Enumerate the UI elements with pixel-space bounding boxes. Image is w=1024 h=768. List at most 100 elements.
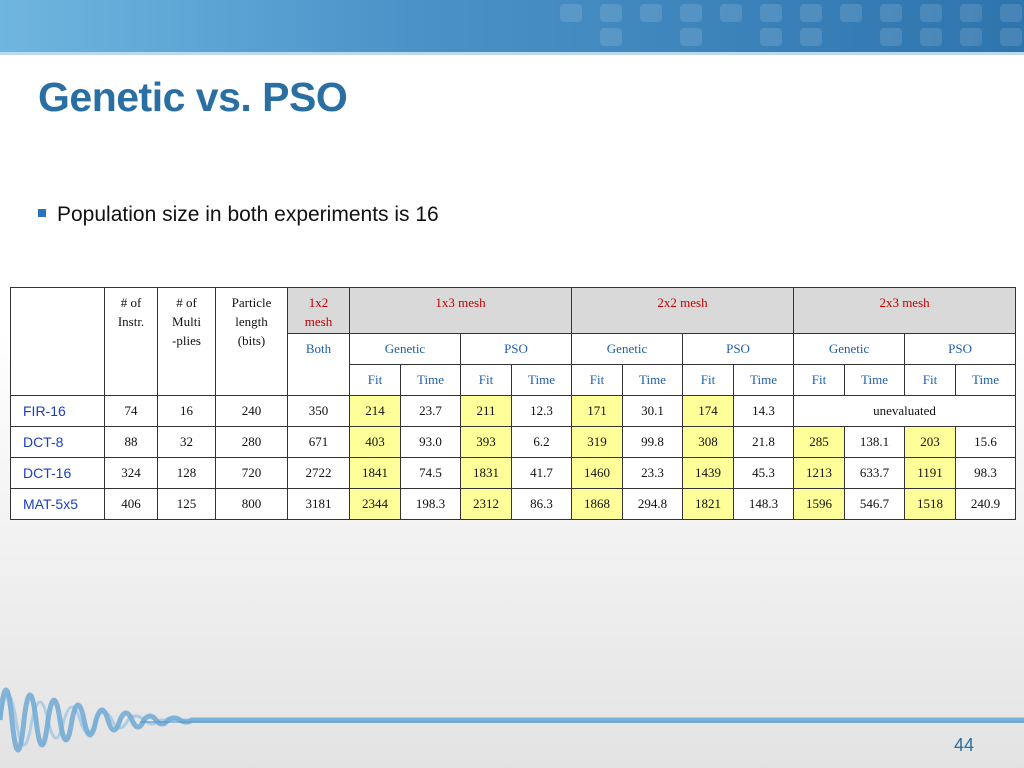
cell-time: 74.5: [400, 457, 461, 489]
header-time: Time: [622, 364, 684, 396]
cell-time: 148.3: [733, 488, 795, 520]
cell-time: 240.9: [955, 488, 1017, 520]
cell-fit: 174: [682, 395, 735, 427]
decorative-wave-graphic: [0, 687, 1024, 753]
cell-fit: 211: [460, 395, 512, 427]
cell-bits: 240: [215, 395, 288, 427]
cell-multiplies: 128: [157, 457, 216, 489]
row-label: DCT-8: [10, 426, 105, 458]
cell-1x2: 3181: [287, 488, 350, 520]
cell-instr: 74: [104, 395, 158, 427]
header-fit: Fit: [571, 364, 624, 396]
cell-fit: 403: [349, 426, 401, 458]
header-time: Time: [510, 364, 573, 396]
cell-fit: 308: [682, 426, 735, 458]
cell-fit: 1191: [904, 457, 957, 489]
header-row-mesh: # of Instr. # of Multi -plies Particle lengt…: [10, 287, 1017, 396]
header-genetic: Genetic: [793, 333, 906, 365]
cell-time: 633.7: [844, 457, 906, 489]
cell-instr: 88: [104, 426, 158, 458]
cell-time: 138.1: [844, 426, 906, 458]
header-fit: Fit: [460, 364, 512, 396]
cell-time: 98.3: [955, 457, 1017, 489]
header-fit: Fit: [793, 364, 846, 396]
cell-time: 30.1: [622, 395, 684, 427]
cell-multiplies: 125: [157, 488, 216, 520]
cell-bits: 800: [215, 488, 288, 520]
header-row-metric: Fit Time Fit Time Fit Time Fit Time Fit …: [11, 364, 1017, 396]
header-time: Time: [400, 364, 461, 396]
header-instr: # of Instr.: [104, 287, 158, 396]
header-genetic: Genetic: [349, 333, 461, 365]
cell-fit: 285: [793, 426, 846, 458]
page-number: 44: [953, 735, 974, 755]
bullet-text: Population size in both experiments is 1…: [57, 203, 439, 226]
cell-time: 14.3: [733, 395, 795, 427]
cell-fit: 1821: [682, 488, 735, 520]
cell-fit: 1831: [460, 457, 512, 489]
cell-bits: 280: [215, 426, 288, 458]
header-fit: Fit: [349, 364, 401, 396]
cell-multiplies: 16: [157, 395, 216, 427]
header-mesh-1x3: 1x3 mesh: [348, 287, 573, 334]
corner-cell: [10, 287, 105, 396]
cell-time: 41.7: [510, 457, 573, 489]
cell-unevaluated: unevaluated: [793, 395, 1017, 427]
cell-1x2: 671: [287, 426, 350, 458]
cell-time: 93.0: [400, 426, 461, 458]
cell-time: 23.3: [622, 457, 684, 489]
header-mesh-2x2: 2x2 mesh: [571, 287, 795, 334]
cell-fit: 1596: [793, 488, 846, 520]
header-pso: PSO: [459, 333, 573, 365]
row-label: FIR-16: [10, 395, 105, 427]
cell-fit: 319: [571, 426, 624, 458]
header-mesh-1x2: 1x2 mesh: [287, 287, 350, 334]
cell-fit: 1460: [571, 457, 624, 489]
cell-fit: 1841: [349, 457, 401, 489]
bullet-item: Population size in both experiments is 1…: [38, 203, 439, 227]
cell-fit: 2344: [349, 488, 401, 520]
row-label: DCT-16: [10, 457, 105, 489]
header-pso: PSO: [682, 333, 795, 365]
cell-fit: 393: [460, 426, 512, 458]
row-label: MAT-5x5: [10, 488, 105, 520]
header-time: Time: [955, 364, 1017, 396]
cell-fit: 203: [904, 426, 957, 458]
header-time: Time: [844, 364, 906, 396]
cell-time: 546.7: [844, 488, 906, 520]
table-row: MAT-5x5 406 125 800 3181 2344 198.3 2312…: [10, 488, 1017, 520]
cell-time: 21.8: [733, 426, 795, 458]
cell-time: 15.6: [955, 426, 1017, 458]
cell-fit: 2312: [460, 488, 512, 520]
header-fit: Fit: [904, 364, 957, 396]
header-divider: [0, 52, 1024, 55]
header-time: Time: [733, 364, 795, 396]
header-multiplies: # of Multi -plies: [157, 287, 216, 396]
header-particle-length: Particle length (bits): [215, 287, 288, 396]
cell-multiplies: 32: [157, 426, 216, 458]
cell-time: 23.7: [400, 395, 461, 427]
cell-fit: 1868: [571, 488, 624, 520]
bullet-square-icon: [38, 209, 46, 217]
table-row: DCT-16 324 128 720 2722 1841 74.5 1831 4…: [10, 457, 1017, 489]
cell-time: 6.2: [510, 426, 573, 458]
cell-time: 294.8: [622, 488, 684, 520]
header-genetic: Genetic: [571, 333, 684, 365]
results-table: # of Instr. # of Multi -plies Particle lengt…: [10, 287, 1017, 520]
cell-instr: 406: [104, 488, 158, 520]
cell-1x2: 350: [287, 395, 350, 427]
cell-time: 12.3: [510, 395, 573, 427]
cell-bits: 720: [215, 457, 288, 489]
cell-fit: 214: [349, 395, 401, 427]
cell-time: 45.3: [733, 457, 795, 489]
cell-time: 86.3: [510, 488, 573, 520]
cell-fit: 1439: [682, 457, 735, 489]
header-mesh-2x3: 2x3 mesh: [793, 287, 1017, 334]
header-both: Both: [287, 333, 350, 396]
header-row-algorithm: Both Genetic PSO Genetic PSO Genetic PSO: [11, 333, 1017, 396]
cell-fit: 171: [571, 395, 624, 427]
table-row: DCT-8 88 32 280 671 403 93.0 393 6.2 319…: [10, 426, 1017, 458]
table-row: FIR-16 74 16 240 350 214 23.7 211 12.3 1…: [10, 395, 1017, 427]
cell-time: 198.3: [400, 488, 461, 520]
header-pso: PSO: [904, 333, 1017, 365]
